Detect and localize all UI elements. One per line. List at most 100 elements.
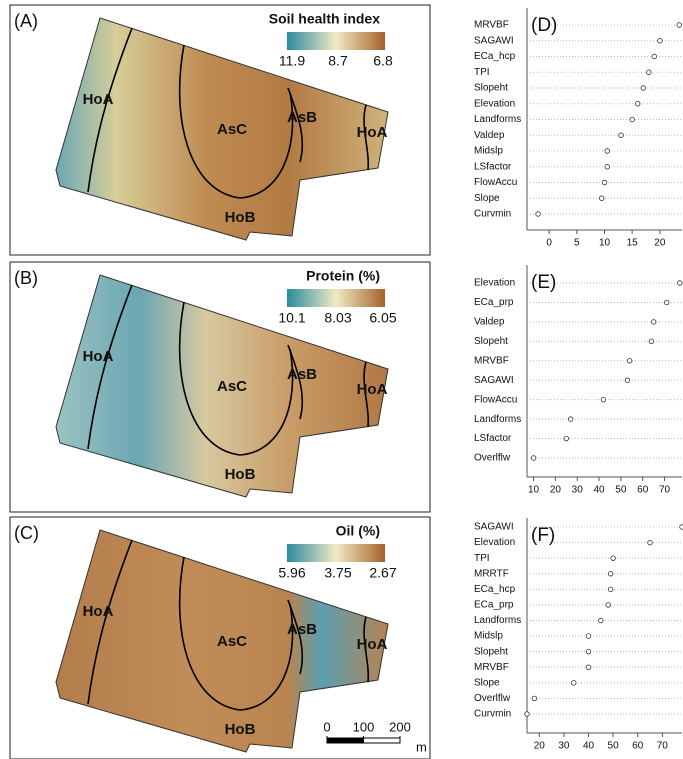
legend-title: Soil health index (269, 11, 380, 27)
dot (601, 397, 606, 402)
legend-bar (287, 32, 385, 50)
panel-label: (E) (531, 272, 556, 293)
category-label: SAGAWI (474, 375, 514, 386)
zone-label: HoA (357, 636, 388, 653)
zone-label: AsB (287, 621, 317, 638)
scale-bar-segment (364, 738, 401, 743)
category-label: Slope (474, 677, 500, 688)
legend-title: Protein (%) (306, 268, 380, 284)
dot (602, 180, 607, 185)
scale-bar-label: 100 (353, 719, 375, 734)
category-label: LSfactor (474, 161, 512, 172)
zone-label: AsC (217, 378, 247, 395)
category-label: Landforms (474, 414, 521, 425)
dot (605, 164, 610, 169)
page: (A) HoA AsC AsB HoA HoB Soil health index 11.9 8… (0, 0, 683, 759)
category-label: Midslp (474, 146, 503, 157)
dot (611, 556, 616, 561)
legend-bar (287, 289, 385, 307)
scale-bar-label: 0 (323, 719, 330, 734)
zone-label: AsC (217, 633, 247, 650)
category-label: MRVBF (474, 662, 509, 673)
legend-tick-label: 6.8 (373, 53, 393, 69)
zone-label: HoA (357, 124, 388, 141)
panel-label: (A) (14, 11, 38, 31)
zone-label: HoB (225, 209, 256, 226)
x-tick-label: 60 (637, 485, 649, 496)
category-label: FlowAccu (474, 394, 517, 405)
legend-tick-label: 2.67 (369, 565, 396, 581)
zone-label: HoB (225, 466, 256, 483)
zone-label: AsC (217, 121, 247, 138)
zone-label: AsB (287, 109, 317, 126)
category-label: MRRTF (474, 568, 509, 579)
category-label: ECa_hcp (474, 584, 516, 595)
panel-label: (C) (14, 523, 39, 543)
dot (531, 456, 536, 461)
dot (586, 634, 591, 639)
dot (599, 618, 604, 623)
x-tick-label: 10 (599, 238, 611, 249)
legend-tick-label: 8.7 (328, 53, 348, 69)
category-label: Landforms (474, 615, 521, 626)
category-label: Curvmin (474, 709, 511, 720)
dot (648, 540, 653, 545)
category-label: Overlflw (474, 453, 511, 464)
figure: (A) HoA AsC AsB HoA HoB Soil health index 11.9 8… (0, 0, 683, 759)
dot (619, 133, 624, 138)
legend-tick-label: 11.9 (279, 53, 305, 69)
x-tick-label: 60 (632, 741, 644, 752)
legend-bar (287, 544, 385, 562)
dot (625, 378, 630, 383)
dot (606, 603, 611, 608)
x-tick-label: 30 (558, 741, 570, 752)
scale-bar-unit: m (416, 739, 427, 754)
category-label: MRVBF (474, 20, 509, 31)
dot (641, 86, 646, 91)
dot (564, 436, 569, 441)
category-label: TPI (474, 67, 490, 78)
panel-label: (D) (531, 15, 557, 36)
legend-tick-label: 6.05 (369, 310, 396, 326)
category-label: Elevation (474, 98, 515, 109)
dot (536, 212, 541, 217)
dot (658, 38, 663, 43)
dot (568, 417, 573, 422)
map-panel: (A) HoA AsC AsB HoA HoB Soil health index 11.9 8… (10, 5, 430, 255)
category-label: ECa_prp (474, 600, 514, 611)
dot (586, 665, 591, 670)
category-label: ECa_hcp (474, 51, 516, 62)
dot (586, 649, 591, 654)
legend-title: Oil (%) (336, 523, 380, 539)
x-tick-label: 40 (593, 485, 605, 496)
scale-bar-segment (327, 738, 364, 743)
category-label: Elevation (474, 278, 515, 289)
legend-tick-label: 5.96 (278, 565, 305, 581)
x-tick-label: 20 (550, 485, 562, 496)
dot (664, 300, 669, 305)
category-label: FlowAccu (474, 177, 517, 188)
x-tick-label: 15 (627, 238, 639, 249)
category-label: Slopeht (474, 83, 508, 94)
category-label: Valdep (474, 317, 505, 328)
zone-label: HoA (83, 91, 114, 108)
x-tick-label: 30 (572, 485, 584, 496)
zone-label: AsB (287, 366, 317, 383)
panel-label: (F) (531, 525, 555, 546)
dot (571, 681, 576, 686)
legend-tick-label: 10.1 (278, 310, 305, 326)
panel-label: (B) (14, 268, 38, 288)
zone-label: HoB (225, 721, 256, 738)
dot (532, 696, 537, 701)
category-label: Landforms (474, 114, 521, 125)
dot (599, 196, 604, 201)
dot (678, 281, 683, 286)
category-label: Slopeht (474, 336, 508, 347)
category-label: Slopeht (474, 646, 508, 657)
zone-label: HoA (83, 348, 114, 365)
x-tick-label: 70 (659, 485, 671, 496)
x-tick-label: 0 (546, 238, 552, 249)
zone-label: HoA (83, 603, 114, 620)
category-label: LSfactor (474, 433, 512, 444)
